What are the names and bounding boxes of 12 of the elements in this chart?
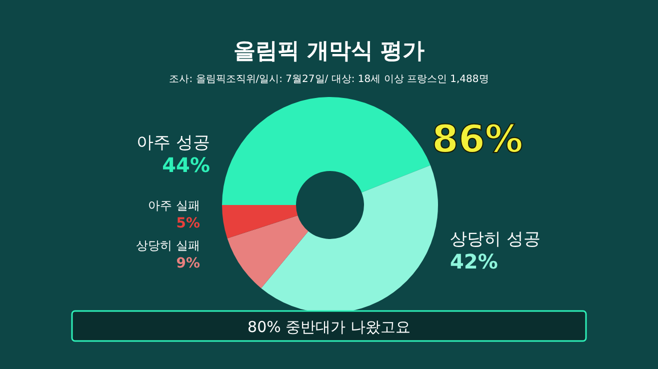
slice-label: 상당히 실패 — [136, 238, 200, 252]
text: 86% — [432, 117, 523, 161]
slice-label: 상당히 성공 — [450, 230, 540, 250]
data-label: 9% — [176, 255, 200, 272]
text: 80% 중반대가 나왔고요 — [248, 318, 410, 336]
chart-title: 올림픽 개막식 평가 — [233, 39, 425, 64]
slice-label: 아주 실패 — [148, 198, 200, 212]
data-label: 5% — [176, 215, 200, 232]
slice-label: 아주 성공 — [136, 132, 210, 153]
chart-subtitle: 조사: 올림픽조직위/일시: 7월27일/ 대상: 18세 이상 프랑스인 1,488명 — [169, 74, 489, 85]
data-label: 42% — [450, 250, 498, 274]
data-label: 44% — [162, 152, 210, 177]
